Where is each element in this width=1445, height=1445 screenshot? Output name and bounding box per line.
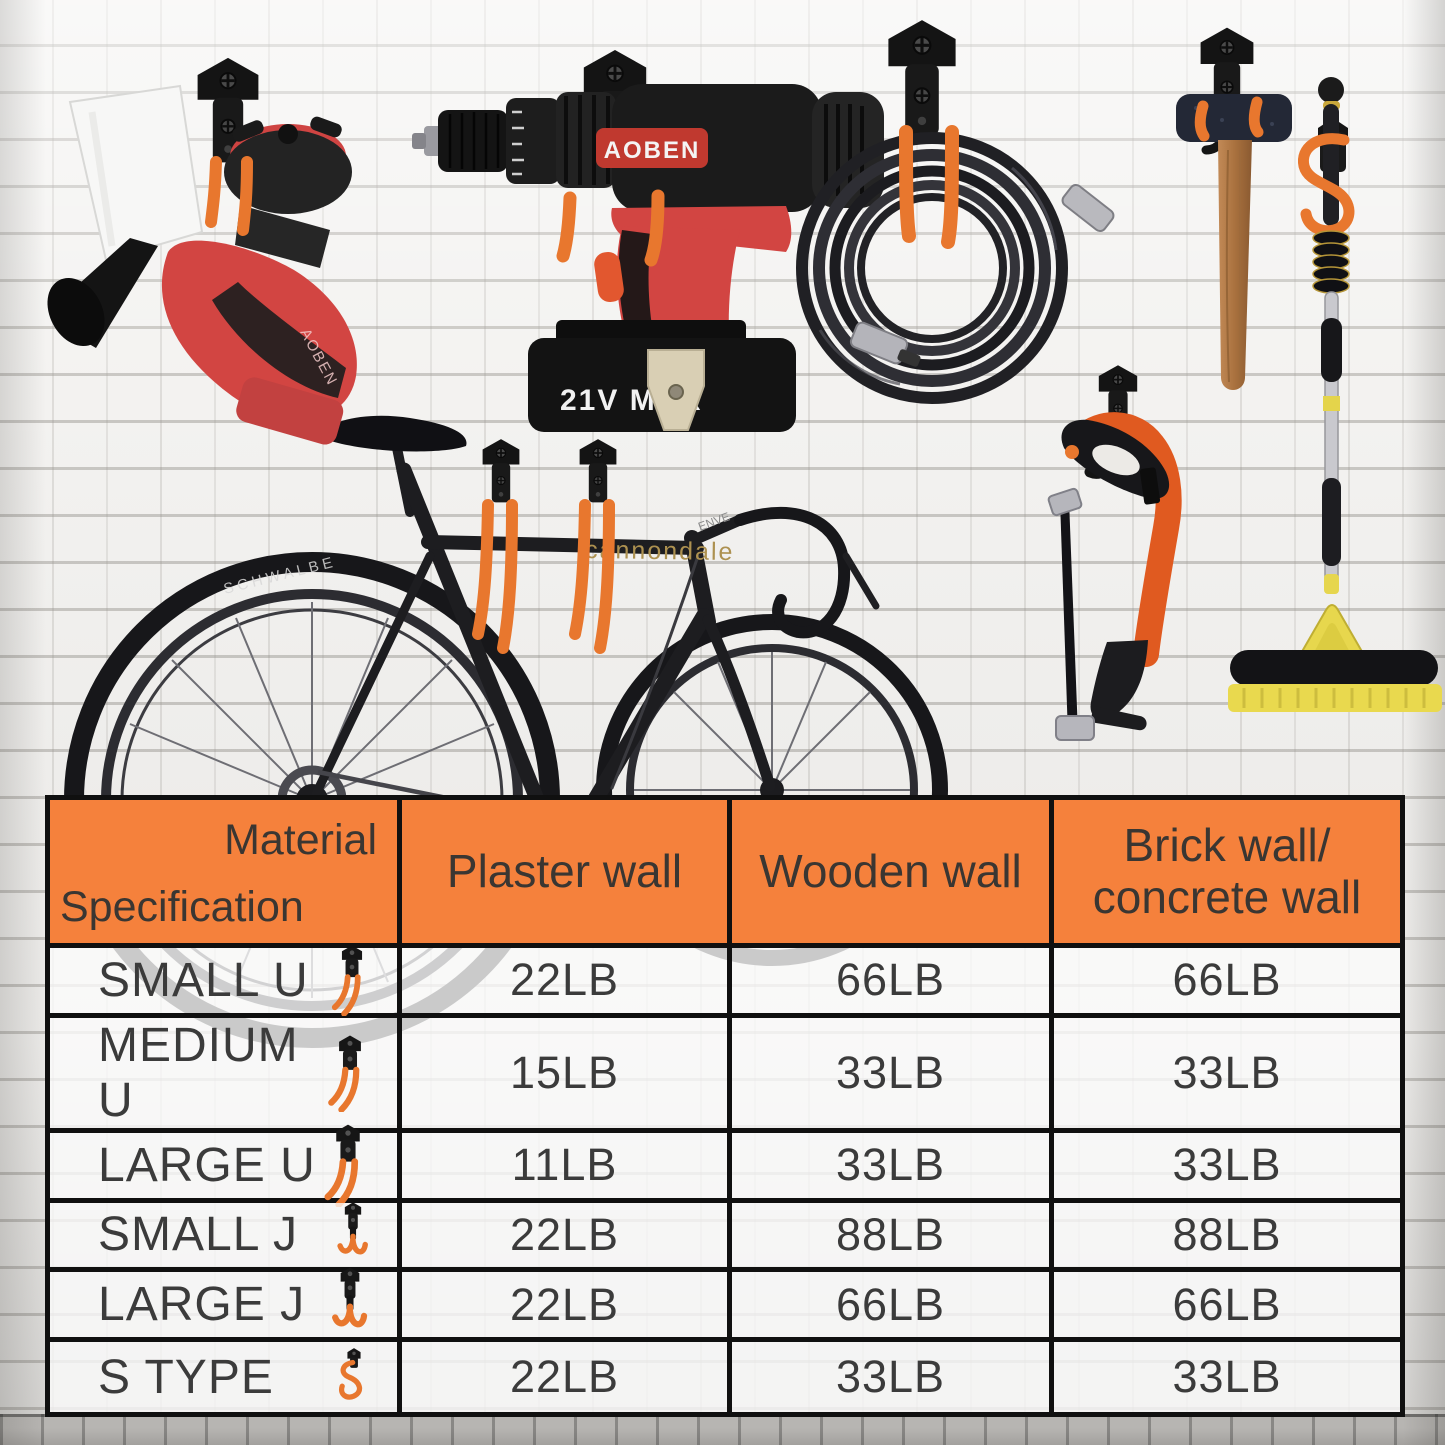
drill-body — [612, 84, 822, 212]
hacksaw-grip — [1090, 640, 1148, 719]
load-cell: 66LB — [732, 948, 1054, 1018]
hose-coil-photo — [796, 18, 1115, 404]
corner-specification-label: Specification — [60, 882, 304, 931]
load-cell: 66LB — [1054, 948, 1400, 1018]
col-header-plaster-wall: Plaster wall — [402, 800, 732, 948]
right-shadow — [1403, 0, 1445, 1445]
u-hook-icon — [321, 1123, 375, 1207]
s-hook-icon — [333, 1344, 375, 1410]
mop-upper-pole — [1323, 104, 1339, 226]
hacksaw-photo — [1047, 364, 1182, 741]
col-header-brick-concrete-wall: Brick wall/ concrete wall — [1054, 800, 1400, 948]
floor-strip — [0, 1414, 1445, 1445]
wall-hook-mount — [886, 18, 958, 138]
load-cell: 11LB — [402, 1132, 732, 1203]
load-cell: 33LB — [1054, 1342, 1400, 1412]
load-cell: 33LB — [1054, 1017, 1400, 1133]
wall-hook-mount — [481, 438, 521, 504]
load-cell: 22LB — [402, 1272, 732, 1343]
load-cell: 66LB — [732, 1272, 1054, 1343]
bike-saddle — [318, 415, 467, 452]
mop-roller — [1230, 650, 1438, 686]
spec-cell: MEDIUM U — [50, 1017, 402, 1133]
hammer-head — [1176, 94, 1292, 142]
load-cell: 33LB — [732, 1132, 1054, 1203]
spec-cell: SMALL U — [50, 948, 402, 1018]
j-hook-icon — [331, 1201, 375, 1269]
load-capacity-table: Material Specification Plaster wall Wood… — [45, 795, 1405, 1417]
load-cell: 88LB — [1054, 1202, 1400, 1273]
spec-cell: S TYPE — [50, 1342, 402, 1412]
load-cell: 33LB — [732, 1342, 1054, 1412]
mop-foam-grips — [1312, 230, 1350, 294]
load-cell: 22LB — [402, 948, 732, 1018]
corner-header-cell: Material Specification — [50, 800, 402, 948]
drill-brand-label: AOBEN — [604, 137, 701, 164]
mop-photo — [1228, 77, 1442, 712]
bike-frame — [309, 443, 880, 864]
load-cell: 22LB — [402, 1342, 732, 1412]
hammer-photo — [1176, 26, 1292, 390]
load-cell: 15LB — [402, 1017, 732, 1133]
hacksaw-blade — [1060, 500, 1078, 736]
spec-cell: LARGE J — [50, 1272, 402, 1343]
left-shadow — [0, 0, 46, 1445]
col-header-wooden-wall: Wooden wall — [732, 800, 1054, 948]
s-hook — [1297, 133, 1355, 237]
sprayer-cup — [68, 84, 204, 262]
paint-sprayer-photo: AOBEN — [47, 56, 357, 445]
load-cell: 33LB — [732, 1017, 1054, 1133]
hacksaw-frame — [1069, 412, 1182, 667]
j-hook-icon — [325, 1266, 375, 1344]
load-cell: 66LB — [1054, 1272, 1400, 1343]
load-cell: 88LB — [732, 1202, 1054, 1273]
corner-material-label: Material — [224, 816, 377, 864]
spec-cell: LARGE U — [50, 1133, 402, 1203]
drill-photo: AOBEN 21V MAX — [412, 48, 884, 432]
load-cell: 33LB — [1054, 1132, 1400, 1203]
bike-wall-hooks — [472, 438, 618, 654]
hammer-handle — [1218, 140, 1252, 390]
wall-hook-mount — [578, 438, 618, 504]
spec-cell: SMALL J — [50, 1203, 402, 1273]
u-hook-icon — [329, 944, 375, 1016]
load-cell: 22LB — [402, 1202, 732, 1273]
u-hook-icon — [325, 1034, 375, 1112]
